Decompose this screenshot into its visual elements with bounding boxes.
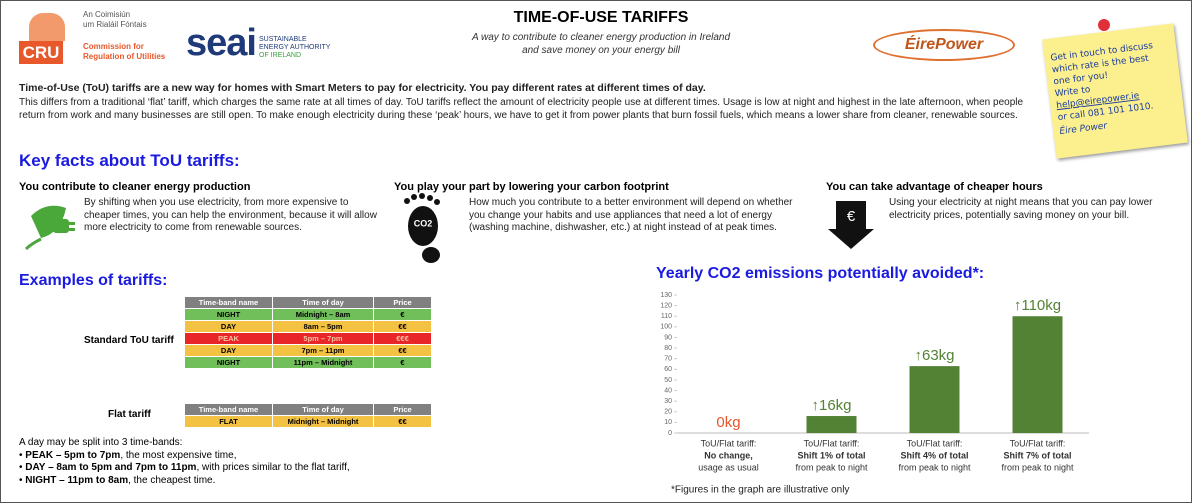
text: , the cheapest time. [128,475,215,486]
x-tick-label: Shift 7% of total [1004,450,1072,460]
value-label: ↑110kg [1014,297,1061,314]
bar [807,416,857,433]
bands: A day may be split into 3 time-bands: PE… [19,437,350,487]
cell: €€ [374,416,432,428]
footprint-icon: CO2 [404,193,440,263]
text: DAY – 8am to 5pm and 7pm to 11pm [25,462,196,473]
value-label: 0kg [716,414,740,431]
th: Time-band name [185,297,273,309]
table-label: Flat tariff [108,409,151,420]
y-tick-label: 10 [664,419,672,426]
cell: DAY [185,345,273,357]
cell: € [374,309,432,321]
x-tick-label: from peak to night [1001,462,1074,472]
y-tick-label: 130 [660,292,672,299]
cell: PEAK [185,333,273,345]
y-tick-label: 60 [664,366,672,373]
band: DAY – 8am to 5pm and 7pm to 11pm, with p… [19,462,350,475]
cell: €€ [374,345,432,357]
y-tick-label: 20 [664,409,672,416]
plug-icon [26,206,75,249]
text: A day may be split into 3 time-bands: [19,437,182,448]
x-tick-label: Shift 4% of total [901,450,969,460]
y-tick-label: 30 [664,398,672,405]
y-tick-label: 80 [664,345,672,352]
page: CRU An Coimisiúnum Rialáil Fóntais Commi… [0,0,1192,503]
x-tick-label: ToU/Flat tariff: [1010,438,1066,448]
x-tick-label: No change, [704,450,753,460]
text: , with prices similar to the flat tariff… [196,462,349,473]
th: Time-band name [185,404,273,416]
euro-icon: € [828,201,874,249]
chart-title: Yearly CO2 emissions potentially avoided… [656,265,984,282]
x-tick-label: Shift 1% of total [798,450,866,460]
tariffs-heading: Examples of tariffs: [19,272,167,290]
band: NIGHT – 11pm to 8am, the cheapest time. [19,475,350,488]
y-tick-label: 110 [661,313,672,320]
cell: €€ [374,321,432,333]
x-tick-label: ToU/Flat tariff: [701,438,757,448]
x-tick-label: from peak to night [898,462,971,472]
y-tick-label: 120 [660,302,672,309]
x-tick-label: usage as usual [698,462,759,472]
cell: 8am – 5pm [273,321,374,333]
cell: Midnight – Midnight [273,416,374,428]
value-label: ↑16kg [811,397,851,414]
footnote: *Figures in the graph are illustrative o… [671,485,849,496]
icon-label: € [847,208,856,225]
band: PEAK – 5pm to 7pm, the most expensive ti… [19,450,350,463]
icons-and-chart: CO2 € Yearly CO2 emissions potentially a… [1,1,1192,503]
y-tick-label: 70 [664,356,672,363]
cell: €€€ [374,333,432,345]
cell: 11pm – Midnight [273,357,374,369]
text: NIGHT – 11pm to 8am [25,475,128,486]
cell: DAY [185,321,273,333]
bands-intro: A day may be split into 3 time-bands: [19,437,350,450]
y-tick-label: 100 [660,324,672,331]
text: , the most expensive time, [120,450,236,461]
table-label: Standard ToU tariff [84,335,174,346]
value-label: ↑63kg [914,347,954,364]
x-tick-label: from peak to night [795,462,868,472]
icon-label: CO2 [414,218,433,228]
cell: NIGHT [185,309,273,321]
y-tick-label: 40 [664,387,672,394]
cell: NIGHT [185,357,273,369]
y-tick-label: 90 [664,334,672,341]
text: PEAK – 5pm to 7pm [25,450,120,461]
x-tick-label: ToU/Flat tariff: [804,438,860,448]
cell: Midnight – 8am [273,309,374,321]
bar-chart: Yearly CO2 emissions potentially avoided… [656,265,1089,495]
bar [1013,316,1063,433]
x-tick-label: ToU/Flat tariff: [907,438,963,448]
cell: 5pm – 7pm [273,333,374,345]
cell: € [374,357,432,369]
th: Time of day [273,404,374,416]
bar [910,366,960,433]
y-tick-label: 0 [668,430,672,437]
cell: FLAT [185,416,273,428]
th: Price [374,404,432,416]
cell: 7pm – 11pm [273,345,374,357]
th: Time of day [273,297,374,309]
y-tick-label: 50 [664,377,672,384]
th: Price [374,297,432,309]
